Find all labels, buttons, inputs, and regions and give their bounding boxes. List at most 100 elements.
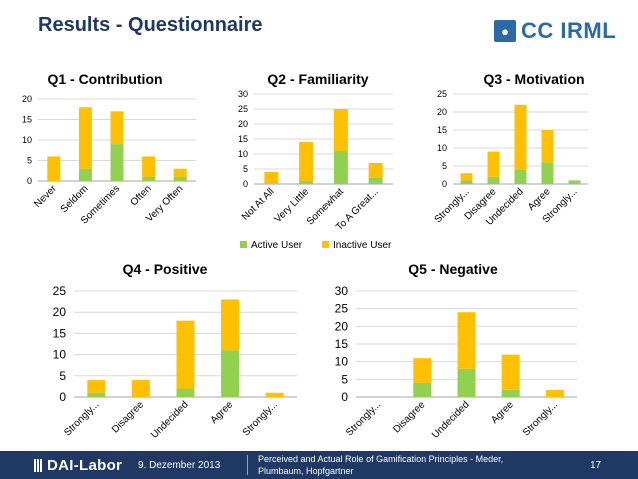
y-tick-label: 5 [243,164,248,174]
x-tick-label: Disagree [110,399,146,435]
bar-inactive [173,168,187,177]
y-tick-label: 10 [238,149,248,159]
cc-irml-logo: ● CC IRML [494,18,616,44]
y-tick-label: 0 [243,179,248,189]
y-tick-label: 20 [335,319,349,333]
chart-title: Q3 - Motivation [483,71,584,87]
x-tick-label: Strongly... [521,399,560,438]
bar-active [87,392,106,397]
y-tick-label: 25 [335,302,349,316]
legend-inactive-swatch [322,241,329,248]
x-tick-label: Disagree [391,399,427,435]
chart-q3: Q3 - Motivation0510152025Strongly...Disa… [433,71,588,228]
y-tick-label: 20 [53,305,67,319]
x-tick-label: Never [32,183,59,210]
bar-active [541,162,554,184]
bar-inactive [110,111,124,145]
y-tick-label: 15 [238,134,248,144]
bar-inactive [514,104,527,170]
y-tick-label: 15 [53,326,67,340]
bar-inactive [87,380,106,393]
y-tick-label: 15 [437,125,447,135]
bar-inactive [333,109,348,151]
bar-active [78,168,92,181]
x-tick-label: Seldom [59,183,91,215]
bar-inactive [457,312,476,369]
bar-inactive [368,163,383,178]
bar-inactive [501,354,520,390]
bar-inactive [221,299,240,351]
x-tick-label: Strongly... [241,399,280,438]
legend-active-swatch [240,241,247,248]
bar-inactive [78,107,92,169]
legend-active-label: Active User [251,240,303,251]
y-tick-label: 30 [335,284,349,298]
bar-inactive [460,173,473,181]
y-tick-label: 10 [335,355,349,369]
footer-reference: Perceived and Actual Role of Gamificatio… [258,453,558,477]
bar-inactive [487,151,500,177]
bar-active [514,169,527,184]
y-tick-label: 25 [238,104,248,114]
bar-inactive [264,172,279,184]
page-title: Results - Questionnaire [38,14,263,36]
y-tick-label: 5 [27,156,32,166]
y-tick-label: 10 [53,348,67,362]
brand-bars-icon [34,459,43,472]
y-tick-label: 20 [437,107,447,117]
x-tick-label: Agree [489,399,516,426]
search-document-icon: ● [494,20,516,42]
x-tick-label: Strongly... [344,399,383,438]
bar-active [457,368,476,397]
x-tick-label: Strongly... [62,399,101,438]
y-tick-label: 15 [22,115,32,125]
bar-inactive [413,358,432,383]
x-tick-label: Undecided [430,399,472,441]
footer-reference-line2: Plumbaum, Hopfgartner [258,466,354,476]
y-tick-label: 5 [442,161,447,171]
y-tick-label: 10 [437,143,447,153]
bar-inactive [176,320,195,389]
bar-inactive [47,156,61,181]
bar-active [142,176,156,181]
bar-inactive [142,156,156,177]
bar-active [487,176,500,184]
bar-active [368,178,383,184]
footer-reference-line1: Perceived and Actual Role of Gamificatio… [258,454,504,464]
y-tick-label: 20 [22,94,32,104]
bar-inactive [299,142,314,181]
x-tick-label: Agree [209,399,236,426]
footer-brand: DAI-Labor [34,457,122,474]
y-tick-label: 20 [238,119,248,129]
y-tick-label: 30 [238,89,248,99]
chart-title: Q2 - Familiarity [267,71,368,87]
bar-active [110,144,124,181]
x-tick-label: Often [129,183,154,208]
chart-title: Q5 - Negative [408,261,498,277]
brand-name: DAI-Labor [47,457,123,474]
bar-active [173,176,187,181]
y-tick-label: 10 [22,135,32,145]
bar-active [460,180,473,184]
y-tick-label: 15 [335,337,349,351]
bar-active [299,181,314,184]
bar-inactive [545,389,564,397]
bar-inactive [541,130,554,163]
y-tick-label: 25 [53,284,67,298]
bar-active [333,151,348,184]
x-tick-label: Strongly... [433,186,472,225]
bar-inactive [131,380,150,397]
y-tick-label: 0 [59,390,66,404]
bar-active [501,389,520,397]
legend: Active User Inactive User [240,240,392,251]
bar-active [221,350,240,397]
logo-text: CC IRML [521,18,617,43]
bar-active [568,180,581,184]
bar-active [413,382,432,397]
legend-inactive-label: Inactive User [333,240,392,251]
y-tick-label: 0 [341,390,348,404]
